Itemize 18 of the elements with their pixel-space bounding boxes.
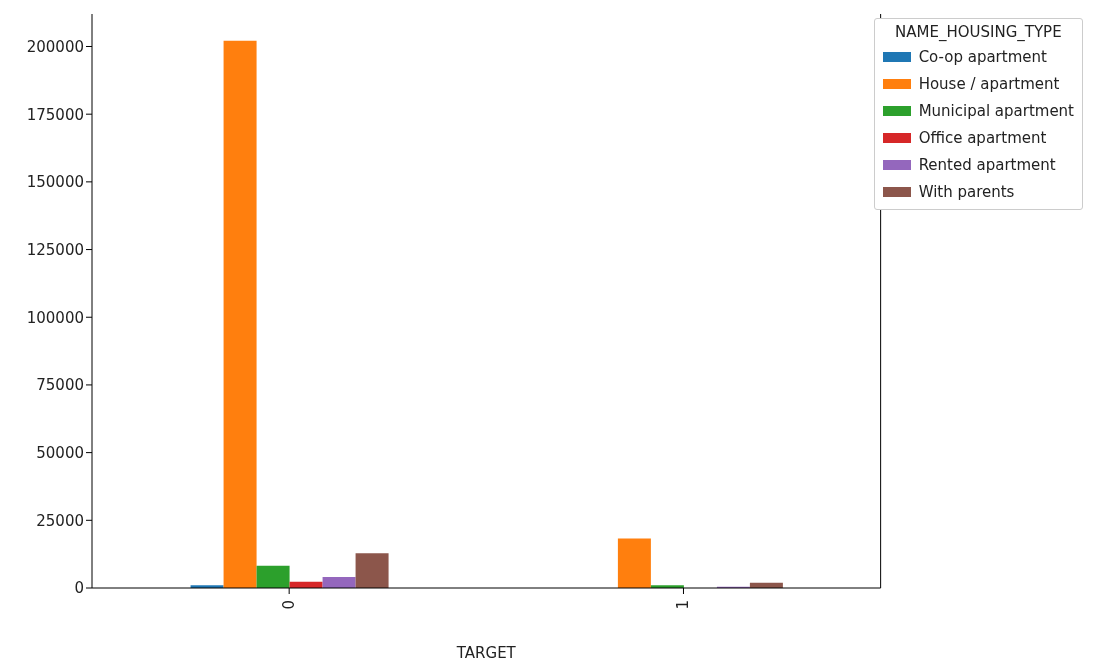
y-tick-label: 125000 xyxy=(26,240,84,259)
legend-label: Municipal apartment xyxy=(918,101,1074,120)
x-axis-title: TARGET xyxy=(455,644,517,662)
y-tick-label: 75000 xyxy=(36,376,84,395)
legend-label: Rented apartment xyxy=(918,155,1056,174)
y-tick-label: 100000 xyxy=(26,308,84,327)
legend-label: With parents xyxy=(918,182,1015,201)
y-tick-label: 25000 xyxy=(36,511,84,530)
y-tick-label: 175000 xyxy=(26,105,84,124)
y-tick-label: 50000 xyxy=(36,443,84,462)
legend-title: NAME_HOUSING_TYPE xyxy=(894,23,1063,41)
legend-label: House / apartment xyxy=(918,74,1060,93)
y-tick-label: 0 xyxy=(74,579,84,598)
legend-label: Office apartment xyxy=(918,128,1047,147)
y-tick-label: 150000 xyxy=(26,173,84,192)
y-tick-label: 200000 xyxy=(26,37,84,56)
legend-label: Co-op apartment xyxy=(918,47,1047,66)
x-tick-label: 1 xyxy=(674,600,693,610)
